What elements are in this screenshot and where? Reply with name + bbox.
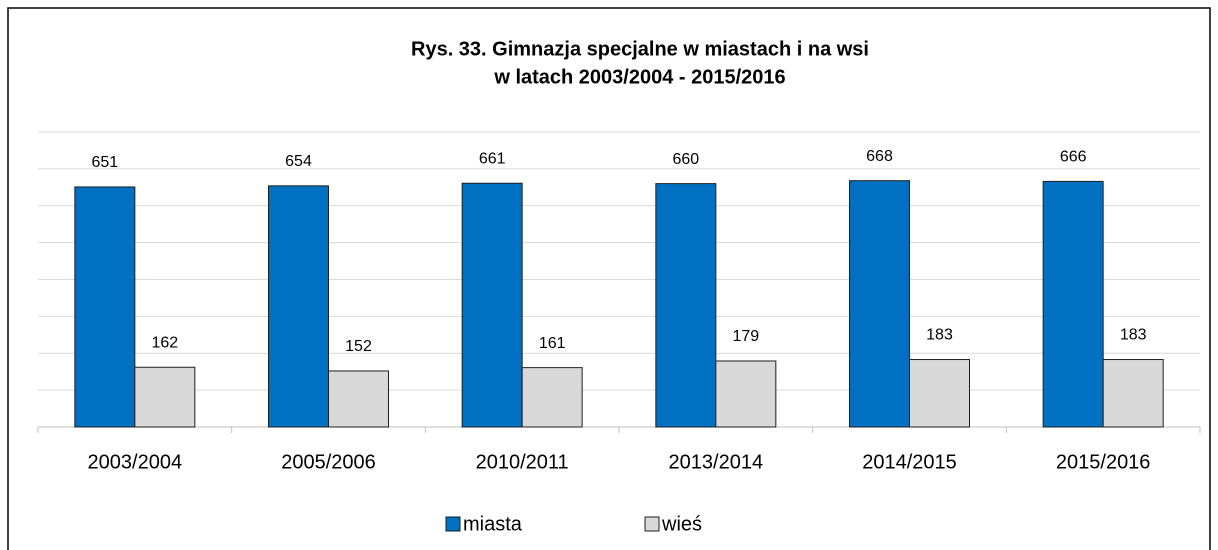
legend-swatch — [644, 516, 660, 532]
data-label: 660 — [672, 151, 699, 168]
x-tick-label: 2013/2014 — [669, 451, 764, 473]
data-label: 152 — [345, 338, 372, 355]
data-label: 183 — [1120, 327, 1147, 344]
bar — [1102, 359, 1164, 428]
data-label: 183 — [926, 327, 953, 344]
data-label: 654 — [285, 153, 312, 170]
x-tick-label: 2014/2015 — [862, 451, 957, 473]
bar — [849, 180, 910, 428]
bar — [1042, 180, 1104, 428]
bar — [134, 366, 196, 428]
data-label: 666 — [1060, 149, 1087, 166]
legend-swatch — [445, 516, 461, 532]
data-label: 179 — [732, 328, 759, 345]
bar — [74, 186, 136, 428]
bar — [655, 183, 717, 428]
x-tick-label: 2005/2006 — [281, 451, 376, 473]
chart-title: Rys. 33. Gimnazja specjalne w miastach i… — [411, 38, 869, 60]
bar — [461, 182, 523, 428]
data-label: 668 — [866, 148, 893, 165]
data-label: 651 — [91, 154, 118, 171]
x-tick-label: 2015/2016 — [1056, 451, 1151, 473]
chart-title: w latach 2003/2004 - 2015/2016 — [493, 66, 785, 88]
bar — [328, 370, 389, 428]
legend-label: miasta — [463, 513, 523, 535]
data-label: 661 — [479, 150, 506, 167]
bar — [909, 359, 970, 428]
bar — [521, 367, 583, 428]
frame — [7, 7, 1211, 550]
data-label: 161 — [539, 335, 566, 352]
data-label: 162 — [151, 334, 178, 351]
bar — [268, 185, 329, 428]
bar — [715, 360, 777, 428]
x-tick-label: 2010/2011 — [476, 451, 569, 473]
legend-label: wieś — [661, 513, 702, 535]
x-tick-label: 2003/2004 — [88, 451, 183, 473]
